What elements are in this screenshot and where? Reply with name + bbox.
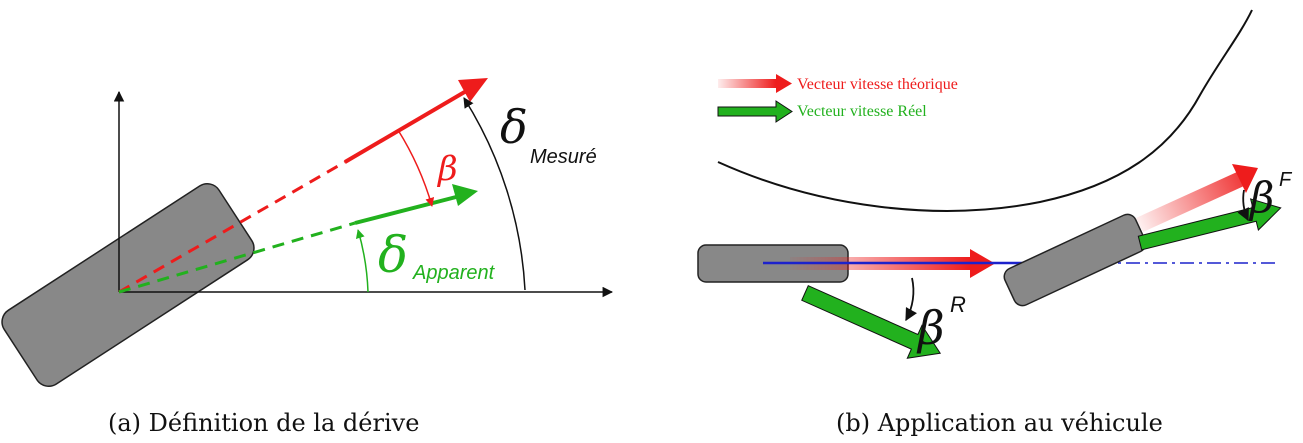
rear-real-vector <box>801 285 942 359</box>
delta-apparent-subscript: Apparent <box>412 262 496 284</box>
legend-real-label: Vecteur vitesse Réel <box>797 103 927 120</box>
tire-a <box>1 183 255 387</box>
legend-theoretical-shaft <box>718 79 776 88</box>
front-wheel <box>1003 213 1147 307</box>
legend: Vecteur vitesse théorique Vecteur vitess… <box>717 74 958 123</box>
panel-b: Vecteur vitesse théorique Vecteur vitess… <box>697 9 1293 437</box>
delta-measured-arc <box>463 97 526 291</box>
green-arrowhead <box>452 184 478 206</box>
legend-theoretical-arrowhead <box>776 74 792 93</box>
green-velocity-vector <box>354 194 461 225</box>
caption-a: (a) Définition de la dérive <box>108 409 419 437</box>
beta-arc <box>397 129 435 207</box>
delta-measured-subscript: Mesuré <box>530 146 597 168</box>
panel-a: β δ Mesuré δ Apparent (a) Définition de … <box>1 78 614 437</box>
beta-rear-label: β <box>916 301 945 355</box>
beta-rear-superscript: R <box>950 292 966 317</box>
front-theoretical-arrowhead <box>1232 164 1258 193</box>
beta-rear-arc <box>905 277 917 322</box>
legend-theoretical-label: Vecteur vitesse théorique <box>797 76 958 93</box>
beta-front-label: β <box>1248 173 1274 222</box>
beta-front-arc <box>1237 189 1249 222</box>
beta-front-superscript: F <box>1279 169 1293 191</box>
red-velocity-vector <box>343 88 470 164</box>
road-curve <box>717 9 1253 212</box>
front-theoretical-vector <box>1136 164 1258 232</box>
caption-b: (b) Application au véhicule <box>836 409 1163 437</box>
red-dashed-line <box>118 160 346 294</box>
beta-label: β <box>436 149 458 189</box>
delta-apparent-label: δ <box>378 226 408 284</box>
delta-measured-label: δ <box>500 100 528 154</box>
green-dashed-line <box>118 221 356 294</box>
red-arrowhead <box>458 78 488 102</box>
delta-apparent-arc <box>355 229 369 293</box>
legend-real-arrow <box>717 100 793 123</box>
